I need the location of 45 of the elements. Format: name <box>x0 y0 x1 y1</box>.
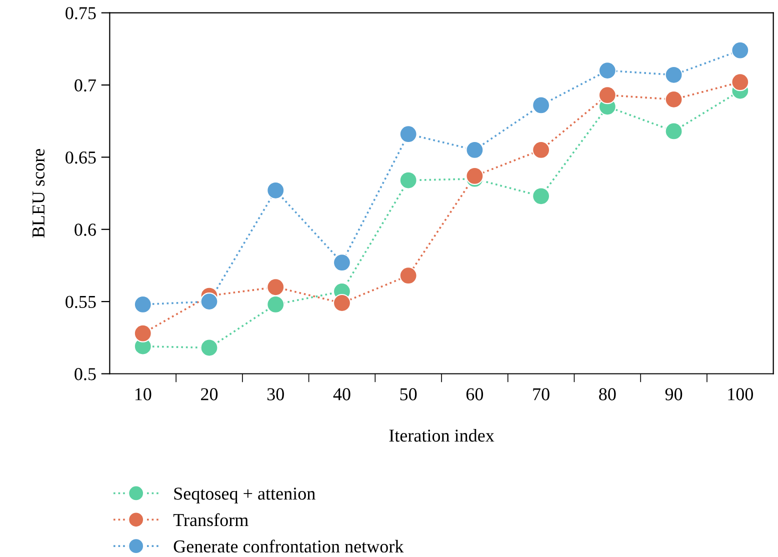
point <box>399 171 418 190</box>
point <box>200 338 218 357</box>
x-tick-label: 40 <box>333 388 350 400</box>
x-tick-label: 30 <box>267 388 284 400</box>
x-tick-label: 70 <box>533 388 550 400</box>
x-tick-label: 60 <box>466 388 484 400</box>
x-tick-label: 90 <box>665 388 682 400</box>
point <box>664 66 683 84</box>
y-tick-label: 0.75 <box>66 7 96 20</box>
x-tick-label: 50 <box>400 388 417 400</box>
point <box>134 324 152 342</box>
point <box>466 140 484 160</box>
y-tick-label: 0.5 <box>74 368 96 380</box>
y-axis-title: BLEU score <box>32 149 45 238</box>
legend-label: Seqtoseq + attenion <box>174 488 316 504</box>
legend-label: Transform <box>173 513 248 526</box>
legend-label: Generate confrontation network <box>174 540 404 553</box>
y-tick-label: 0.6 <box>74 224 96 236</box>
x-axis-title: Iteration index <box>389 429 494 442</box>
point <box>532 140 550 160</box>
point <box>532 96 550 114</box>
point <box>664 90 683 108</box>
point <box>266 295 285 314</box>
x-tick-label: 80 <box>599 388 616 400</box>
point <box>598 62 616 80</box>
point <box>532 187 550 206</box>
x-tick-label: 10 <box>135 388 152 400</box>
point <box>664 122 683 140</box>
point <box>731 73 750 92</box>
point <box>466 166 484 186</box>
point <box>200 292 218 311</box>
point <box>399 125 418 144</box>
point <box>266 278 285 296</box>
point <box>332 294 352 312</box>
x-tick-label: 20 <box>201 388 218 400</box>
point <box>598 86 616 104</box>
y-tick-label: 0.65 <box>66 151 96 164</box>
y-tick-label: 0.7 <box>74 79 96 92</box>
x-tick-label: 100 <box>728 388 754 400</box>
point <box>332 254 352 272</box>
point <box>731 41 750 60</box>
point <box>134 295 152 314</box>
point <box>399 266 418 285</box>
point <box>266 181 285 200</box>
y-tick-label: 0.55 <box>66 296 96 308</box>
